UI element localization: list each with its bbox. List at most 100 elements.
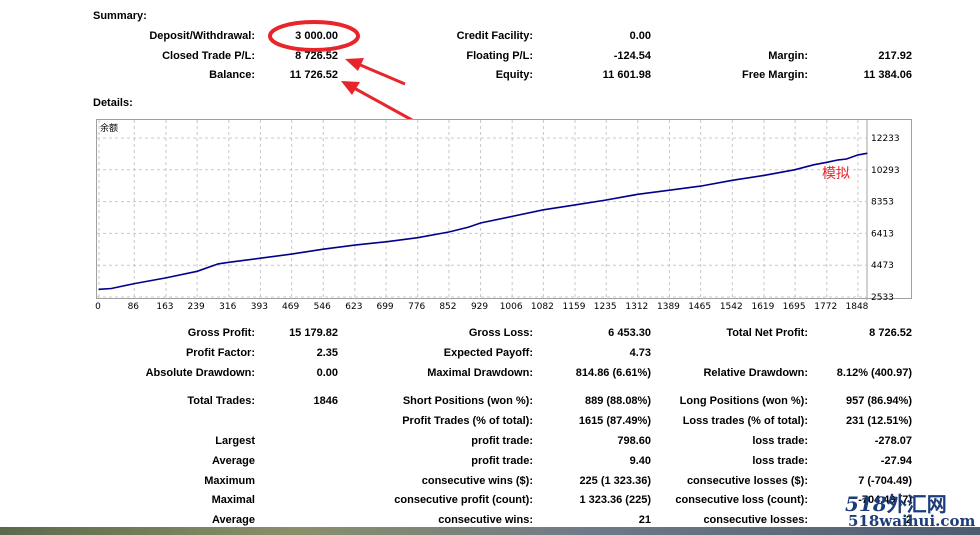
chart-point-0-16 [511, 215, 513, 218]
chart-y-tick-label-0: 2533 [871, 293, 894, 300]
chart-point-0-4 [196, 270, 198, 272]
maximal-cons-loss-label: consecutive loss (count): [675, 494, 808, 506]
gross-profit-value: 15 179.82 [289, 327, 338, 339]
average-loss-label: loss trade: [752, 455, 808, 467]
average-loss-value: -27.94 [880, 455, 912, 467]
chart-y-tick-label-5: 12233 [871, 134, 900, 144]
long-positions-value: 957 (86.94%) [845, 395, 912, 407]
chart-x-tick-label-7: 546 [313, 302, 331, 312]
chart-point-0-0 [98, 288, 100, 290]
chart-point-0-28 [837, 159, 839, 161]
largest-loss-value: -278.07 [874, 435, 912, 447]
watermark-logo: 518外汇网 [845, 492, 947, 516]
chart-series-line-0 [98, 152, 868, 291]
absolute-drawdown-value: 0.00 [316, 367, 338, 379]
chart-x-tick-label-6: 469 [282, 302, 300, 312]
total-trades-value: 1846 [313, 395, 338, 407]
balance-chart: 2533 4473 6413 8353 10293 12233 余额 模拟 [96, 119, 912, 300]
chart-point-0-30 [857, 154, 859, 156]
average-profit-label: profit trade: [471, 455, 533, 467]
expected-payoff-label: Expected Payoff: [443, 347, 533, 359]
max-cons-losses-value: 7 (-704.49) [858, 475, 912, 487]
equity-label: Equity: [495, 69, 533, 81]
max-cons-losses-label: consecutive losses ($): [686, 475, 808, 487]
chart-x-tick-label-9: 699 [376, 302, 394, 312]
long-positions-label: Long Positions (won %): [679, 395, 808, 407]
chart-x-tick-label-8: 623 [345, 302, 363, 312]
chart-point-0-31 [866, 152, 868, 154]
chart-point-0-18 [574, 204, 576, 206]
chart-x-tick-label-20: 1542 [719, 302, 743, 312]
chart-x-tick-label-13: 1006 [499, 302, 523, 312]
average-profit-value: 9.40 [629, 455, 651, 467]
deposit-value: 3 000.00 [295, 30, 338, 42]
maximum-label: Maximum [204, 475, 255, 487]
loss-trades-label: Loss trades (% of total): [682, 415, 808, 427]
chart-x-tick-label-15: 1159 [562, 302, 586, 312]
floating-value: -124.54 [613, 50, 651, 62]
chart-x-tick-label-14: 1082 [530, 302, 554, 312]
chart-x-tick-label-5: 393 [250, 302, 268, 312]
maximal-label: Maximal [211, 494, 255, 506]
chart-x-tick-label-12: 929 [470, 302, 489, 312]
highlight-circle [268, 20, 360, 52]
chart-x-tick-label-0: 0 [95, 302, 101, 312]
floating-label: Floating P/L: [466, 50, 533, 62]
maximal-cons-loss-value: -704.49 (7) [858, 494, 912, 506]
equity-value: 11 601.98 [602, 69, 651, 81]
chart-point-0-11 [385, 241, 387, 243]
relative-drawdown-value: 8.12% (400.97) [836, 367, 912, 379]
profit-trades-label: Profit Trades (% of total): [402, 415, 533, 427]
chart-x-tick-label-18: 1389 [657, 302, 680, 312]
short-positions-label: Short Positions (won %): [402, 395, 533, 407]
maximal-drawdown-label: Maximal Drawdown: [427, 367, 533, 379]
chart-x-tick-label-10: 776 [408, 302, 426, 312]
chart-x-tick-label-1: 86 [127, 302, 140, 312]
chart-point-0-13 [448, 231, 450, 233]
chart-point-0-9 [322, 248, 324, 250]
chart-y-tick-label-4: 10293 [871, 166, 900, 176]
max-cons-wins-label: consecutive wins ($): [421, 475, 533, 487]
chart-point-0-26 [813, 164, 815, 166]
chart-point-0-22 [700, 185, 702, 187]
chart-x-tick-label-22: 1695 [782, 302, 806, 312]
credit-label: Credit Facility: [456, 30, 533, 42]
largest-profit-label: profit trade: [471, 435, 533, 447]
relative-drawdown-label: Relative Drawdown: [703, 367, 808, 379]
chart-point-0-25 [794, 169, 796, 171]
free-margin-value: 11 384.06 [863, 69, 912, 81]
chart-x-tick-label-4: 316 [219, 302, 237, 312]
gross-loss-label: Gross Loss: [468, 327, 533, 339]
average2-label: Average [211, 514, 255, 526]
avg-cons-losses-label: consecutive losses: [703, 514, 808, 526]
chart-title: 余额 [100, 122, 118, 134]
avg-cons-wins-label: consecutive wins: [438, 514, 533, 526]
chart-point-0-3 [165, 277, 167, 279]
expected-payoff-value: 4.73 [629, 347, 651, 359]
chart-point-0-12 [417, 237, 419, 239]
chart-point-0-14 [468, 226, 470, 228]
total-net-profit-label: Total Net Profit: [726, 327, 808, 339]
chart-point-0-2 [133, 283, 135, 285]
red-annotation-overlay [268, 20, 413, 122]
closed-pl-value: 8 726.52 [295, 50, 338, 62]
chart-x-tick-label-23: 1772 [814, 302, 838, 312]
chart-point-0-1 [110, 287, 112, 290]
margin-label: Margin: [768, 50, 808, 62]
free-margin-label: Free Margin: [741, 69, 808, 81]
chart-point-0-7 [259, 257, 262, 259]
margin-value: 217.92 [878, 50, 912, 62]
chart-point-0-29 [845, 158, 848, 160]
profit-factor-value: 2.35 [316, 347, 338, 359]
bottom-photo-strip [0, 527, 980, 535]
chart-annotation: 模拟 [822, 166, 850, 182]
absolute-drawdown-label: Absolute Drawdown: [145, 367, 255, 379]
short-positions-value: 889 (88.08%) [584, 395, 651, 407]
chart-y-tick-label-1: 4473 [871, 261, 894, 271]
chart-point-0-10 [354, 244, 356, 246]
chart-x-tick-label-2: 163 [156, 302, 174, 312]
arrow-to-balance [341, 81, 413, 122]
chart-y-tick-label-2: 6413 [871, 229, 894, 239]
total-net-profit-value: 8 726.52 [869, 327, 912, 339]
